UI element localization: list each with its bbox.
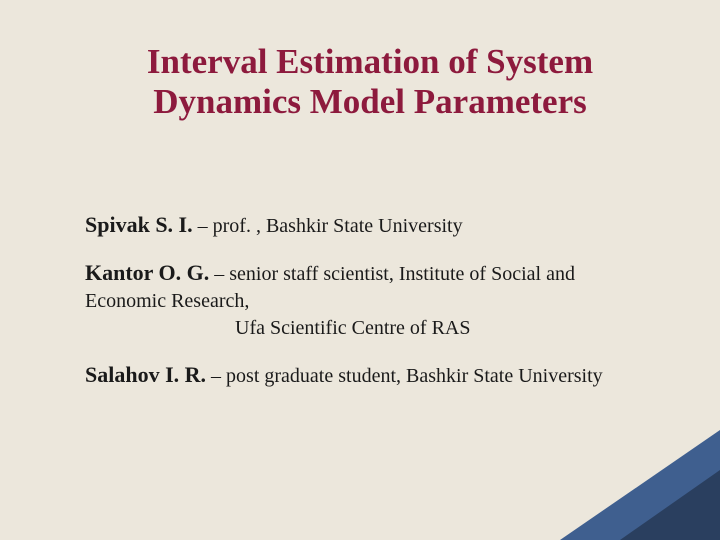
author-affiliation-line: Economic Research, <box>85 288 645 315</box>
author-entry: Salahov I. R. – post graduate student, B… <box>85 360 645 390</box>
author-role: – senior staff scientist, Institute of S… <box>214 263 575 285</box>
author-entry: Spivak S. I. – prof. , Bashkir State Uni… <box>85 210 645 240</box>
author-name: Spivak S. I. <box>85 212 193 237</box>
author-name: Salahov I. R. <box>85 362 206 387</box>
author-affiliation-line: Ufa Scientific Centre of RAS <box>235 315 645 342</box>
author-role: – post graduate student, Bashkir State U… <box>211 365 603 387</box>
slide-title: Interval Estimation of System Dynamics M… <box>90 42 650 123</box>
author-role: – prof. , Bashkir State University <box>198 215 463 237</box>
corner-decoration <box>520 410 720 540</box>
author-entry: Kantor O. G. – senior staff scientist, I… <box>85 258 645 342</box>
authors-block: Spivak S. I. – prof. , Bashkir State Uni… <box>85 210 645 408</box>
author-name: Kantor O. G. <box>85 260 209 285</box>
